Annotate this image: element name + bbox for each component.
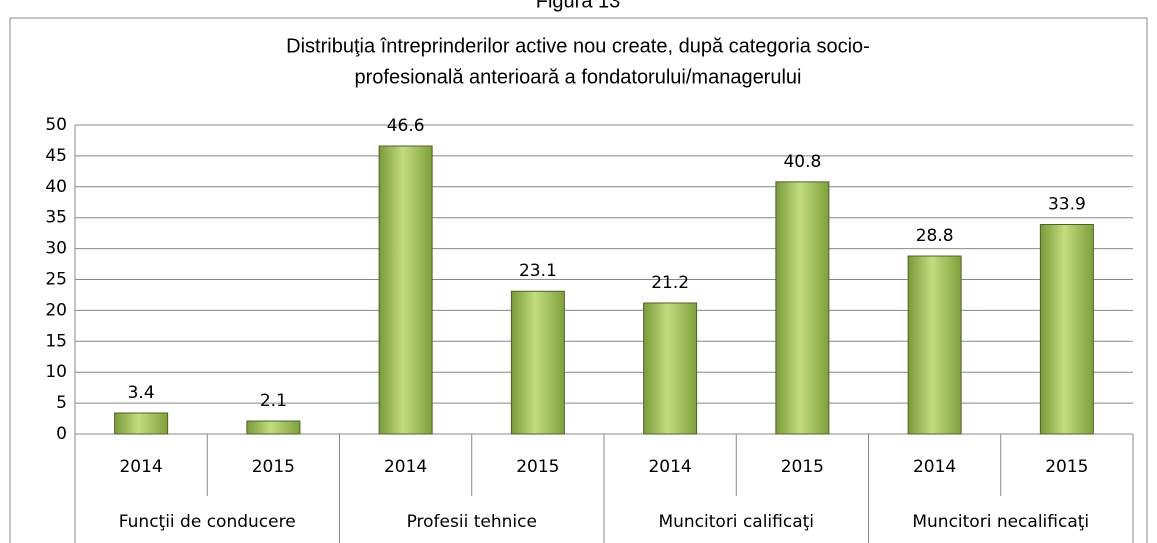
bar [246,420,301,435]
data-label: 28.8 [916,226,954,246]
figure-label: Figura 13 [536,0,621,12]
chart-border [9,17,1148,543]
y-tick-label: 5 [56,393,67,413]
group-label: Funcţii de conducere [119,512,296,532]
y-tick-label: 15 [45,331,67,351]
data-label: 2.1 [260,391,287,411]
x-tick-label: 2014 [913,457,956,477]
x-tick-label: 2015 [252,457,295,477]
data-label: 21.2 [651,273,689,293]
data-label: 3.4 [128,383,155,403]
data-label: 40.8 [783,152,821,172]
y-tick-label: 35 [45,208,67,228]
bar [378,145,433,435]
y-tick-label: 50 [45,115,67,135]
y-tick-label: 45 [45,146,67,166]
y-tick-label: 40 [45,177,67,197]
bar [775,181,830,435]
y-tick-label: 20 [45,300,67,320]
chart-title: Distribuţia întreprinderilor active nou … [286,35,870,57]
data-label: 33.9 [1048,194,1086,214]
x-tick-label: 2015 [516,457,559,477]
y-tick-label: 0 [56,424,67,444]
x-tick-label: 2014 [384,457,427,477]
group-label: Profesii tehnice [407,512,537,532]
bar [510,290,565,435]
bar [643,302,698,435]
y-tick-label: 25 [45,270,67,290]
x-tick-label: 2014 [648,457,691,477]
bar [1039,223,1094,435]
group-label: Muncitori calificaţi [658,512,814,532]
x-tick-label: 2015 [781,457,824,477]
x-tick-label: 2015 [1045,457,1088,477]
group-label: Muncitori necalificaţi [912,512,1089,532]
data-label: 46.6 [387,116,425,136]
bar [114,412,169,435]
y-tick-label: 30 [45,239,67,259]
bar [907,255,962,435]
y-tick-label: 10 [45,362,67,382]
x-tick-label: 2014 [119,457,162,477]
data-label: 23.1 [519,261,557,281]
chart-title: profesională anterioară a fondatorului/m… [355,66,802,88]
